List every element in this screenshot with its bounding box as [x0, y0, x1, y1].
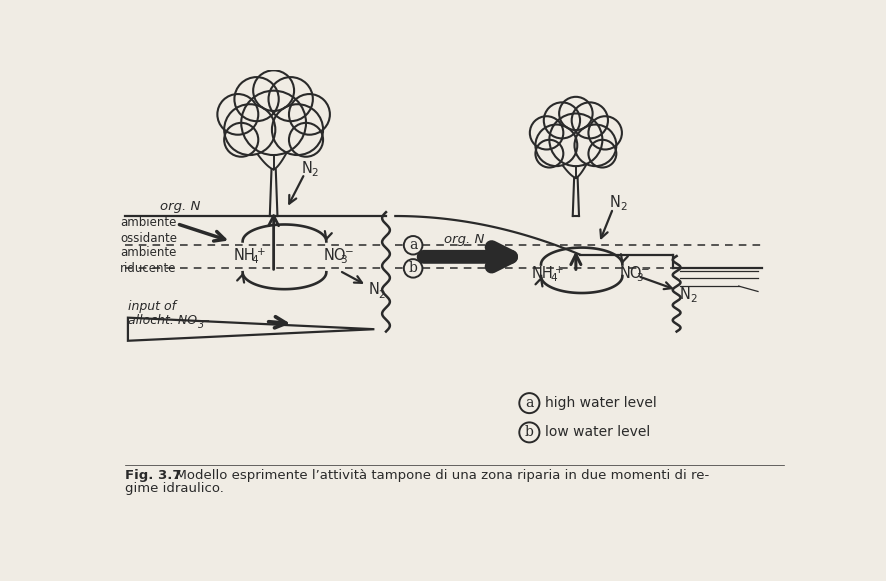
Text: a: a — [408, 238, 416, 252]
Circle shape — [403, 259, 422, 278]
Circle shape — [217, 94, 258, 135]
Text: NH: NH — [531, 266, 553, 281]
Text: ambiente
riducente: ambiente riducente — [120, 246, 176, 275]
Text: −: − — [345, 247, 354, 257]
Text: a: a — [525, 396, 533, 410]
Circle shape — [518, 393, 539, 413]
Circle shape — [587, 140, 616, 167]
Text: 3: 3 — [340, 255, 346, 265]
Text: N: N — [368, 282, 378, 297]
Circle shape — [543, 102, 579, 138]
Circle shape — [574, 124, 616, 166]
Text: NO: NO — [323, 248, 346, 263]
Text: NO: NO — [618, 266, 641, 281]
Circle shape — [558, 97, 592, 130]
Circle shape — [403, 236, 422, 254]
Text: allocht. NO: allocht. NO — [128, 314, 197, 327]
Text: 4: 4 — [252, 255, 258, 265]
Circle shape — [289, 94, 330, 135]
Text: ambiente
ossidante: ambiente ossidante — [120, 216, 177, 245]
Text: 2: 2 — [311, 168, 318, 178]
Text: org. N: org. N — [159, 200, 200, 213]
Text: 4: 4 — [549, 272, 556, 282]
Text: N: N — [610, 195, 620, 210]
Circle shape — [571, 102, 607, 138]
Circle shape — [289, 123, 323, 157]
Text: 2: 2 — [619, 202, 626, 212]
Circle shape — [535, 140, 563, 167]
Text: −: − — [202, 315, 210, 326]
Text: N: N — [679, 287, 690, 302]
Text: org. N: org. N — [444, 234, 484, 246]
Text: 2: 2 — [689, 294, 696, 304]
Circle shape — [548, 113, 602, 166]
Circle shape — [587, 116, 621, 149]
Text: N: N — [301, 161, 312, 176]
Text: +: + — [256, 247, 265, 257]
Text: NH: NH — [233, 248, 255, 263]
Circle shape — [268, 77, 313, 121]
Text: b: b — [525, 425, 533, 439]
Text: b: b — [408, 261, 417, 275]
Circle shape — [224, 104, 275, 155]
Text: input of: input of — [128, 300, 175, 313]
Text: high water level: high water level — [544, 396, 656, 410]
Circle shape — [272, 104, 323, 155]
Circle shape — [234, 77, 278, 121]
Circle shape — [241, 91, 306, 155]
Text: low water level: low water level — [544, 425, 649, 439]
Text: Fig. 3.7: Fig. 3.7 — [125, 469, 181, 482]
Circle shape — [253, 70, 294, 111]
Text: +: + — [555, 265, 563, 275]
Circle shape — [224, 123, 258, 157]
Text: −: − — [641, 265, 649, 275]
Circle shape — [535, 124, 577, 166]
Text: 3: 3 — [198, 320, 204, 331]
Text: gime idraulico.: gime idraulico. — [125, 482, 223, 494]
Text: 2: 2 — [377, 289, 385, 300]
Text: Modello esprimente l’attività tampone di una zona riparia in due momenti di re-: Modello esprimente l’attività tampone di… — [167, 469, 708, 482]
Text: 3: 3 — [635, 272, 642, 282]
Circle shape — [529, 116, 563, 149]
Circle shape — [518, 422, 539, 442]
